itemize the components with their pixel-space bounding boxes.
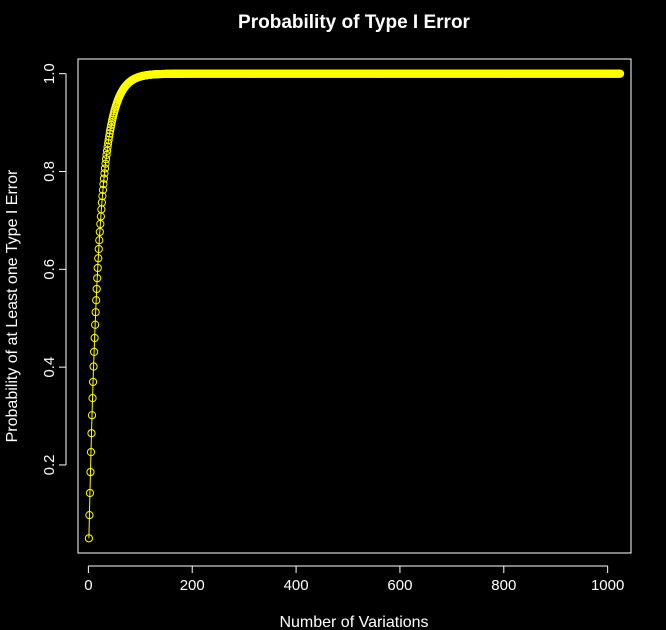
data-point: [93, 263, 102, 273]
data-point: [105, 129, 114, 138]
data-point: [91, 320, 100, 329]
data-point: [99, 180, 108, 189]
data-point: [89, 362, 98, 371]
data-point: [87, 411, 97, 420]
data-point: [90, 333, 99, 343]
x-tick-label: 400: [284, 577, 309, 594]
data-point: [100, 164, 110, 173]
data-point: [106, 126, 115, 135]
data-point: [98, 185, 108, 195]
x-tick-label: 1000: [591, 577, 624, 594]
data-point: [91, 308, 100, 317]
data-point: [90, 347, 99, 356]
data-point: [85, 488, 95, 498]
y-axis: 0.2 0.4 0.6 0.8 1.0: [41, 63, 67, 476]
data-point: [93, 274, 102, 283]
y-tick-label: 0.6: [41, 259, 58, 280]
data-point: [616, 69, 625, 78]
data-point: [92, 296, 101, 305]
data-point: [104, 135, 113, 144]
y-tick-label: 1.0: [41, 63, 58, 84]
data-point: [102, 150, 111, 160]
y-tick-label: 0.8: [41, 161, 58, 182]
data-point: [97, 198, 106, 207]
data-point: [95, 227, 104, 237]
data-point: [87, 429, 96, 438]
data-point: [98, 192, 107, 201]
data-point: [84, 534, 94, 543]
data-point: [88, 394, 97, 403]
x-tick-label: 600: [387, 577, 412, 594]
y-tick-label: 0.4: [41, 357, 58, 378]
data-point: [95, 236, 104, 245]
x-axis-label: Number of Variations: [279, 614, 428, 630]
data-point: [92, 284, 101, 294]
data-point: [86, 467, 95, 477]
data-point: [86, 448, 96, 457]
data-point: [100, 169, 109, 178]
x-tick-label: 0: [84, 577, 92, 594]
x-tick-label: 200: [180, 577, 205, 594]
plot-frame: [77, 58, 632, 554]
x-tick-label: 800: [491, 577, 516, 594]
x-axis: 0 200 400 600 800 1000: [84, 565, 624, 594]
y-tick-label: 0.2: [41, 455, 58, 476]
y-axis-label: Probability of at Least one Type I Error: [4, 169, 21, 442]
data-point: [88, 377, 98, 387]
data-point: [85, 510, 94, 520]
data-point: [94, 254, 103, 263]
data-point: [101, 159, 110, 168]
series-layer: [84, 69, 625, 543]
chart-title: Probability of Type I Error: [238, 12, 471, 33]
data-point: [94, 244, 103, 254]
data-point: [99, 174, 109, 183]
series-line: [88, 73, 621, 539]
data-point: [105, 132, 114, 141]
data-point: [101, 155, 111, 164]
